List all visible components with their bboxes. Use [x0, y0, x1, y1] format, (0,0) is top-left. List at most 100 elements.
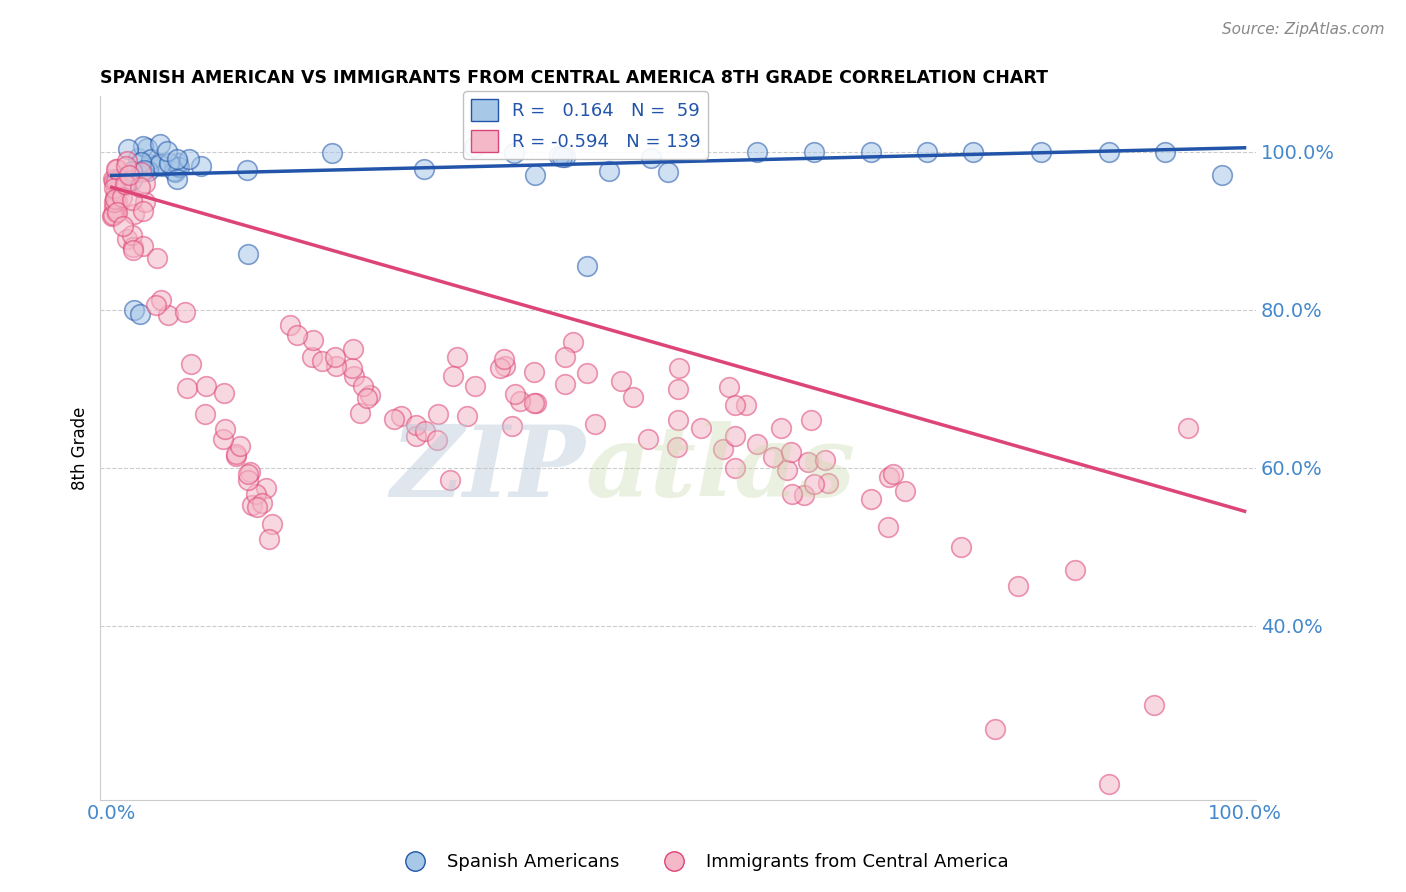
Point	[114, 177, 136, 191]
Point	[718, 380, 741, 394]
Point	[117, 142, 139, 156]
Point	[146, 251, 169, 265]
Point	[122, 243, 145, 257]
Point	[359, 387, 381, 401]
Point	[236, 473, 259, 487]
Point	[621, 390, 644, 404]
Point	[150, 159, 173, 173]
Point	[503, 145, 526, 160]
Point	[122, 240, 145, 254]
Point	[163, 165, 186, 179]
Point	[157, 308, 180, 322]
Point	[236, 247, 259, 261]
Point	[666, 382, 689, 396]
Point	[576, 366, 599, 380]
Point	[637, 432, 659, 446]
Point	[163, 164, 186, 178]
Point	[132, 139, 155, 153]
Point	[132, 204, 155, 219]
Point	[115, 178, 138, 193]
Point	[117, 232, 139, 246]
Text: atlas: atlas	[586, 421, 856, 517]
Point	[111, 190, 134, 204]
Text: Source: ZipAtlas.com: Source: ZipAtlas.com	[1222, 22, 1385, 37]
Point	[260, 517, 283, 532]
Point	[598, 163, 620, 178]
Point	[301, 350, 323, 364]
Point	[576, 260, 599, 274]
Point	[149, 157, 172, 171]
Point	[114, 160, 136, 174]
Point	[426, 434, 449, 448]
Point	[117, 166, 139, 180]
Point	[343, 369, 366, 384]
Point	[149, 293, 172, 307]
Point	[917, 145, 939, 159]
Point	[166, 156, 188, 170]
Point	[1029, 145, 1052, 159]
Point	[734, 398, 756, 412]
Point	[117, 168, 139, 182]
Point	[879, 470, 901, 484]
Point	[105, 171, 128, 186]
Point	[323, 351, 346, 365]
Point	[104, 174, 127, 188]
Point	[214, 422, 236, 436]
Point	[724, 429, 747, 443]
Point	[797, 454, 820, 468]
Point	[225, 447, 247, 461]
Point	[278, 318, 301, 333]
Point	[139, 157, 162, 171]
Point	[132, 238, 155, 252]
Point	[121, 164, 143, 178]
Point	[962, 145, 984, 159]
Point	[561, 334, 583, 349]
Legend: Spanish Americans, Immigrants from Central America: Spanish Americans, Immigrants from Centr…	[389, 847, 1017, 879]
Point	[145, 298, 167, 312]
Point	[413, 424, 436, 438]
Point	[115, 154, 138, 169]
Point	[311, 354, 333, 368]
Point	[554, 150, 576, 164]
Point	[103, 201, 125, 215]
Point	[157, 156, 180, 170]
Point	[509, 393, 531, 408]
Point	[893, 484, 915, 499]
Point	[177, 152, 200, 166]
Point	[769, 421, 792, 435]
Point	[134, 162, 156, 177]
Point	[382, 412, 405, 426]
Point	[342, 343, 364, 357]
Point	[103, 208, 125, 222]
Point	[349, 406, 371, 420]
Point	[225, 450, 247, 464]
Point	[446, 350, 468, 364]
Point	[166, 153, 188, 167]
Point	[180, 357, 202, 371]
Legend: R =   0.164   N =  59, R = -0.594   N = 139: R = 0.164 N = 59, R = -0.594 N = 139	[464, 91, 709, 159]
Point	[666, 413, 689, 427]
Point	[190, 160, 212, 174]
Point	[877, 520, 900, 534]
Point	[173, 305, 195, 319]
Point	[950, 540, 973, 554]
Point	[246, 500, 269, 514]
Point	[240, 498, 263, 512]
Point	[176, 382, 198, 396]
Point	[550, 150, 572, 164]
Point	[229, 439, 252, 453]
Text: ZIP: ZIP	[391, 421, 586, 517]
Point	[101, 209, 124, 223]
Point	[780, 487, 803, 501]
Point	[501, 419, 523, 434]
Point	[859, 145, 882, 159]
Point	[104, 206, 127, 220]
Point	[129, 165, 152, 179]
Point	[494, 352, 516, 367]
Point	[489, 361, 512, 376]
Point	[103, 172, 125, 186]
Point	[776, 463, 799, 477]
Point	[104, 192, 127, 206]
Point	[463, 140, 485, 154]
Point	[389, 409, 412, 424]
